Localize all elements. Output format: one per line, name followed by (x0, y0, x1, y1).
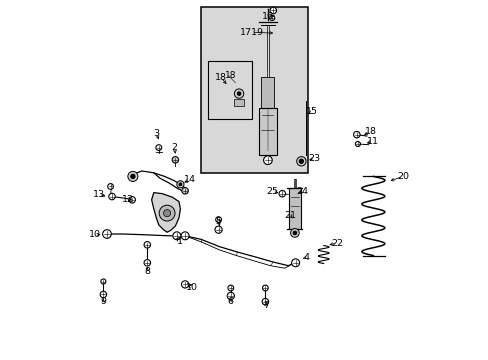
Circle shape (234, 89, 244, 98)
Circle shape (159, 205, 175, 221)
Polygon shape (151, 193, 180, 232)
Circle shape (101, 279, 106, 284)
Text: 18: 18 (215, 73, 226, 82)
Text: 4: 4 (303, 253, 309, 262)
Text: 6: 6 (227, 297, 233, 306)
Circle shape (227, 292, 234, 300)
Text: 9: 9 (100, 297, 106, 306)
Text: 1: 1 (176, 237, 183, 246)
Circle shape (156, 145, 162, 150)
Text: 12: 12 (121, 194, 133, 203)
Circle shape (172, 232, 181, 240)
Circle shape (237, 92, 241, 95)
Circle shape (290, 229, 299, 237)
Text: 14: 14 (183, 175, 195, 184)
Text: 22: 22 (331, 238, 343, 248)
Circle shape (353, 131, 359, 138)
Text: 23: 23 (308, 154, 320, 163)
Text: 13: 13 (92, 190, 104, 199)
Circle shape (129, 197, 135, 203)
Polygon shape (288, 188, 300, 229)
Polygon shape (258, 108, 276, 155)
FancyBboxPatch shape (208, 61, 251, 119)
Circle shape (127, 171, 138, 181)
Circle shape (108, 193, 115, 200)
Text: 7: 7 (263, 301, 268, 310)
Circle shape (181, 232, 189, 240)
Text: 21: 21 (284, 211, 296, 220)
Circle shape (299, 159, 303, 163)
Circle shape (179, 183, 182, 186)
Text: 18: 18 (224, 71, 236, 80)
Circle shape (144, 260, 150, 266)
Circle shape (181, 281, 188, 288)
Circle shape (279, 190, 285, 197)
Circle shape (100, 291, 106, 298)
Polygon shape (234, 99, 244, 106)
Circle shape (355, 141, 360, 147)
Text: 16: 16 (262, 12, 273, 21)
Text: 1719: 1719 (239, 28, 263, 37)
Circle shape (172, 157, 178, 163)
Circle shape (144, 242, 150, 248)
Circle shape (269, 15, 274, 21)
Circle shape (130, 174, 135, 179)
Text: 10: 10 (186, 283, 198, 292)
Circle shape (269, 7, 276, 14)
Text: 24: 24 (296, 187, 307, 196)
Circle shape (296, 157, 305, 166)
Circle shape (107, 184, 113, 189)
FancyBboxPatch shape (201, 7, 307, 173)
Circle shape (215, 217, 221, 222)
Circle shape (215, 226, 222, 233)
Text: 25: 25 (266, 187, 278, 196)
Text: 3: 3 (153, 129, 159, 138)
Text: 10: 10 (89, 230, 101, 239)
Text: 2: 2 (171, 143, 177, 152)
Circle shape (182, 188, 188, 194)
Circle shape (292, 231, 296, 235)
Circle shape (262, 298, 268, 305)
Circle shape (262, 285, 268, 291)
Polygon shape (261, 77, 274, 108)
Circle shape (102, 230, 111, 238)
Circle shape (177, 181, 183, 188)
Text: 18: 18 (364, 127, 376, 136)
Circle shape (163, 210, 170, 217)
Circle shape (263, 156, 272, 165)
Text: 8: 8 (144, 267, 150, 276)
Text: 20: 20 (396, 172, 408, 181)
Text: 11: 11 (366, 136, 379, 145)
Text: 5: 5 (215, 217, 221, 226)
Circle shape (291, 259, 299, 267)
Circle shape (227, 285, 233, 291)
Text: 15: 15 (305, 107, 318, 116)
